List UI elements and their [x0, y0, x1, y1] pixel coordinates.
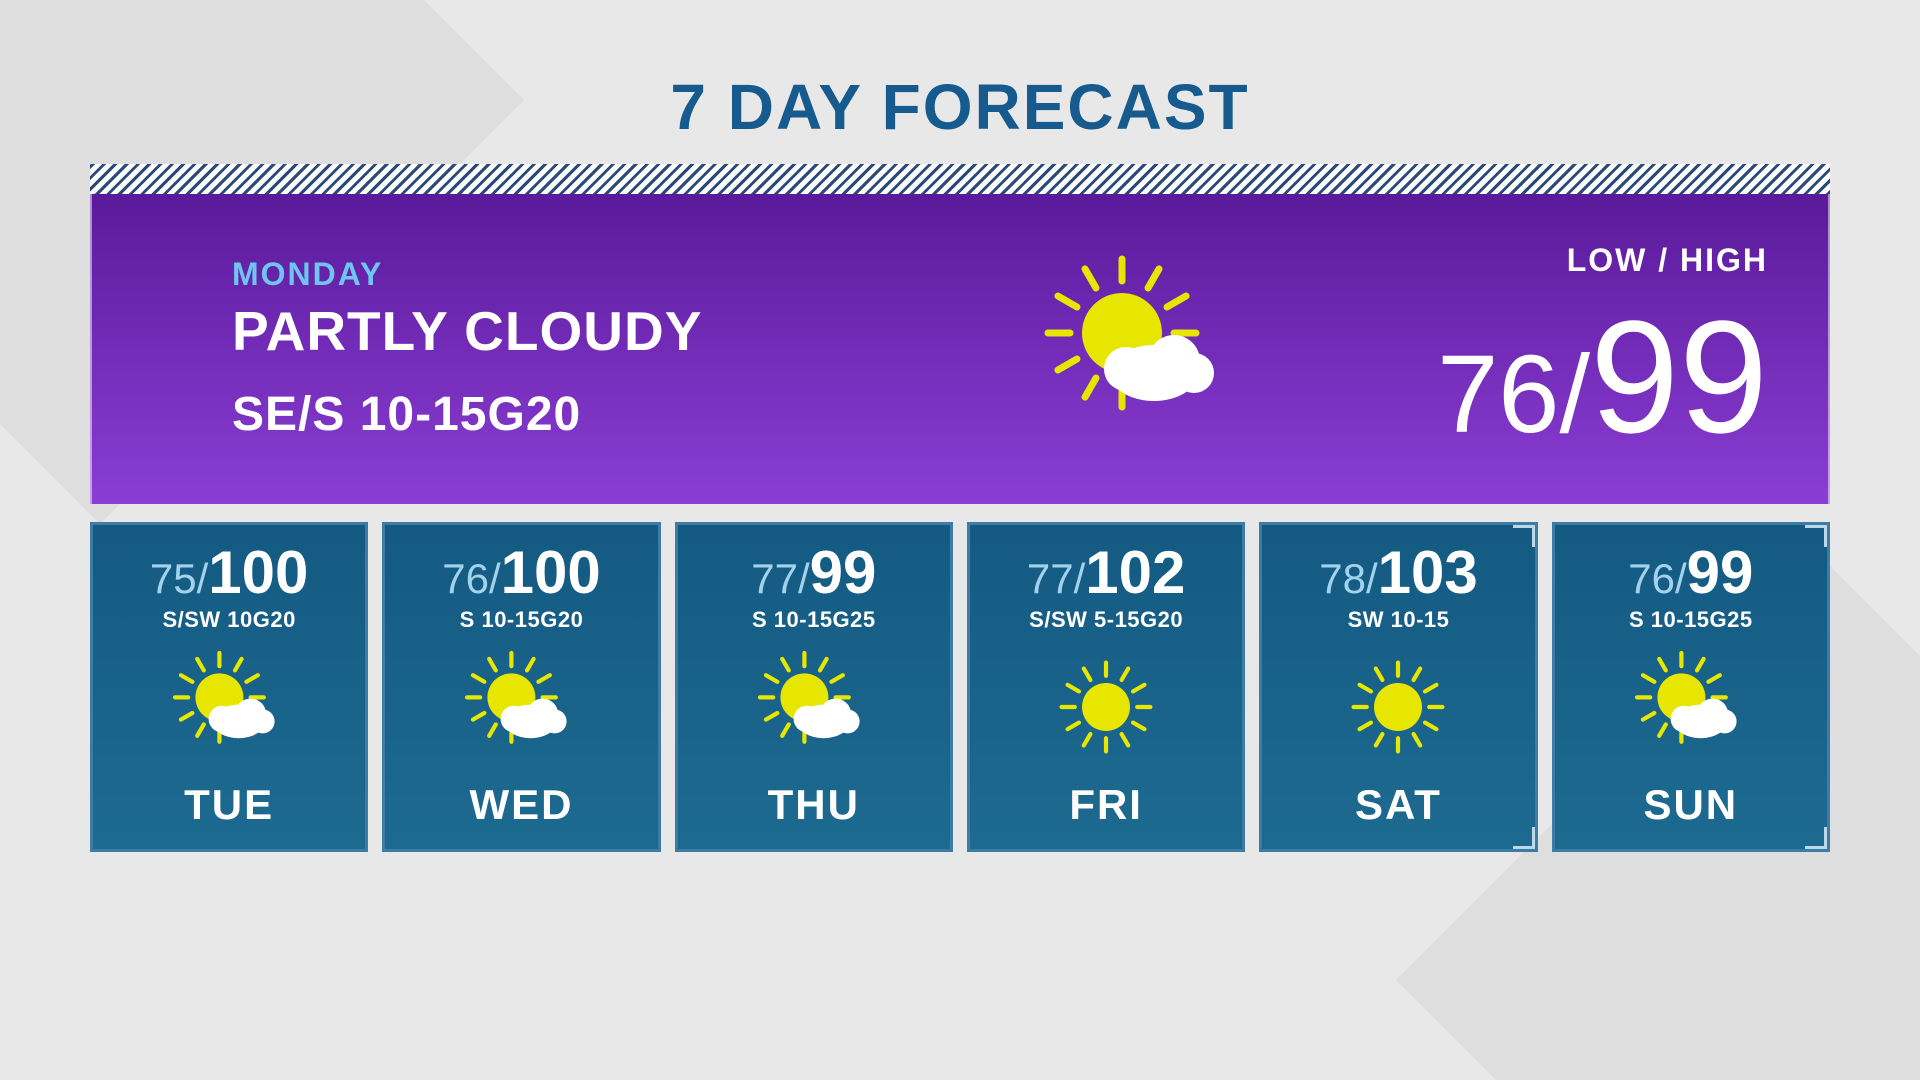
hero-condition: PARTLY CLOUDY: [232, 299, 988, 363]
hero-day-label: MONDAY: [232, 256, 988, 293]
temp-slash: /: [1675, 555, 1687, 602]
day-low-temp: 76: [442, 555, 489, 602]
day-low-temp: 78: [1319, 555, 1366, 602]
day-name-label: FRI: [1069, 781, 1143, 829]
hero-low-temp: 76: [1437, 333, 1559, 456]
day-high-temp: 99: [810, 539, 877, 606]
temp-slash: /: [798, 555, 810, 602]
day-wind: S/SW 10G20: [162, 607, 295, 633]
day-card-sun: 76/99 S 10-15G25 SUN: [1552, 522, 1830, 852]
day-card-wed: 76/100 S 10-15G20 WED: [382, 522, 660, 852]
day-high-temp: 100: [208, 539, 308, 606]
day-name-label: SAT: [1355, 781, 1442, 829]
day-wind: S 10-15G25: [752, 607, 876, 633]
highlight-corner-icon: [1513, 827, 1535, 849]
temp-slash: /: [1559, 333, 1590, 456]
temp-slash: /: [489, 555, 501, 602]
day-low-temp: 77: [1027, 555, 1074, 602]
day-low-temp: 75: [150, 555, 197, 602]
day-card-fri: 77/102 S/SW 5-15G20 FRI: [967, 522, 1245, 852]
low-high-label: LOW / HIGH: [1288, 242, 1768, 279]
hero-wind: SE/S 10-15G20: [232, 387, 988, 442]
day-temps: 75/100: [150, 543, 309, 603]
page-title: 7 DAY FORECAST: [0, 0, 1920, 144]
divider-hatch: [90, 164, 1830, 194]
forecast-days-row: 75/100 S/SW 10G20 TUE 76/100 S 10-15G20: [90, 522, 1830, 852]
day-high-temp: 100: [501, 539, 601, 606]
day-weather-icon: [754, 643, 874, 771]
day-name-label: WED: [469, 781, 573, 829]
day-wind: SW 10-15: [1348, 607, 1450, 633]
day-card-thu: 77/99 S 10-15G25 THU: [675, 522, 953, 852]
day-temps: 77/99: [751, 543, 876, 603]
hero-high-temp: 99: [1590, 287, 1768, 466]
temp-slash: /: [1074, 555, 1086, 602]
day-temps: 76/99: [1628, 543, 1753, 603]
day-weather-icon: [461, 643, 581, 771]
day-high-temp: 103: [1378, 539, 1478, 606]
day-name-label: SUN: [1643, 781, 1738, 829]
day-low-temp: 76: [1628, 555, 1675, 602]
day-name-label: THU: [768, 781, 860, 829]
hero-right: LOW / HIGH 76/99: [1288, 242, 1768, 457]
day-high-temp: 102: [1085, 539, 1185, 606]
day-high-temp: 99: [1687, 539, 1754, 606]
day-wind: S 10-15G25: [1629, 607, 1753, 633]
hero-weather-icon: [988, 249, 1288, 449]
day-weather-icon: [1338, 643, 1458, 771]
day-temps: 78/103: [1319, 543, 1478, 603]
temp-slash: /: [197, 555, 209, 602]
day-low-temp: 77: [751, 555, 798, 602]
day-weather-icon: [1046, 643, 1166, 771]
hero-temps: 76/99: [1288, 297, 1768, 457]
temp-slash: /: [1366, 555, 1378, 602]
highlight-corner-icon: [1805, 827, 1827, 849]
day-temps: 77/102: [1027, 543, 1186, 603]
day-weather-icon: [169, 643, 289, 771]
highlight-corner-icon: [1513, 525, 1535, 547]
day-temps: 76/100: [442, 543, 601, 603]
hero-left: MONDAY PARTLY CLOUDY SE/S 10-15G20: [232, 256, 988, 442]
day-name-label: TUE: [184, 781, 274, 829]
highlight-corner-icon: [1805, 525, 1827, 547]
hero-panel: MONDAY PARTLY CLOUDY SE/S 10-15G20 LOW /…: [90, 194, 1830, 504]
day-wind: S 10-15G20: [460, 607, 584, 633]
day-card-tue: 75/100 S/SW 10G20 TUE: [90, 522, 368, 852]
day-wind: S/SW 5-15G20: [1029, 607, 1183, 633]
day-weather-icon: [1631, 643, 1751, 771]
day-card-sat: 78/103 SW 10-15 SAT: [1259, 522, 1537, 852]
